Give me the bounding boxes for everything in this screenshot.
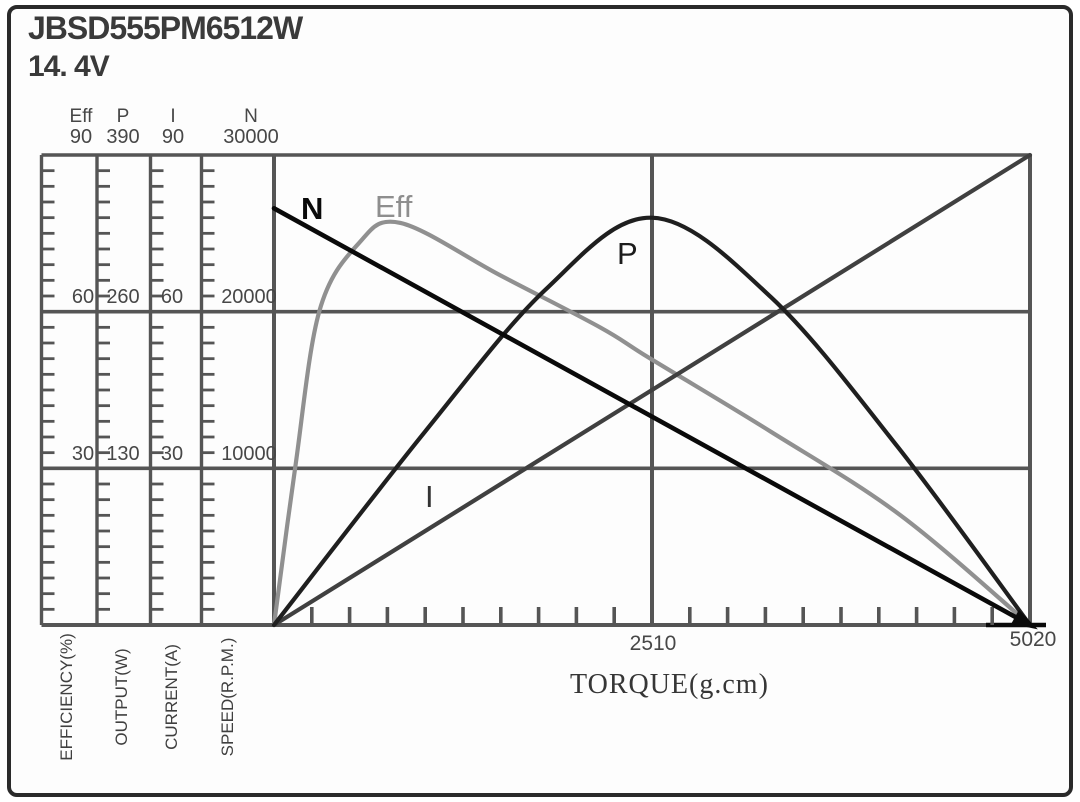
axis-header-n: N 30000 bbox=[206, 106, 296, 148]
axis-max-eff: 90 bbox=[69, 126, 93, 148]
axis-header-i: I 90 bbox=[128, 106, 218, 148]
scale-p-130: 130 bbox=[106, 443, 140, 465]
curve-label-i: I bbox=[425, 479, 434, 514]
axis-name-p: P bbox=[116, 106, 130, 127]
unit-output: OUTPUT(W) bbox=[112, 648, 131, 746]
axis-max-i: 90 bbox=[161, 126, 185, 148]
axis-header-p: P 390 bbox=[78, 106, 168, 148]
voltage-label: 14. 4V bbox=[28, 50, 110, 83]
scale-eff-60: 60 bbox=[71, 286, 95, 308]
x-axis-title: TORQUE(g.cm) bbox=[570, 669, 769, 700]
axis-max-p: 390 bbox=[106, 126, 140, 148]
curve-label-n: N bbox=[301, 191, 324, 226]
scale-n-20000: 20000 bbox=[221, 286, 277, 308]
page-border bbox=[7, 5, 1073, 797]
scale-n-10000: 10000 bbox=[221, 443, 277, 465]
scale-p-260: 260 bbox=[106, 286, 140, 308]
model-title: JBSD555PM6512W bbox=[28, 10, 303, 46]
curve-label-p: P bbox=[617, 236, 638, 271]
unit-efficiency: EFFICIENCY(%) bbox=[57, 633, 76, 761]
unit-current: CURRENT(A) bbox=[162, 644, 181, 750]
axis-max-n: 30000 bbox=[223, 126, 279, 148]
xtick-2510: 2510 bbox=[629, 632, 677, 655]
axis-name-n: N bbox=[244, 106, 258, 127]
axis-header-eff: Eff 90 bbox=[36, 106, 126, 148]
axis-name-i: I bbox=[170, 106, 176, 127]
scale-i-60: 60 bbox=[160, 286, 184, 308]
xtick-5020: 5020 bbox=[1009, 628, 1057, 651]
curve-label-eff: Eff bbox=[375, 189, 413, 224]
scale-eff-30: 30 bbox=[71, 443, 95, 465]
axis-name-eff: Eff bbox=[69, 106, 93, 127]
unit-speed: SPEED(R.P.M.) bbox=[218, 637, 237, 757]
scale-i-30: 30 bbox=[160, 443, 184, 465]
